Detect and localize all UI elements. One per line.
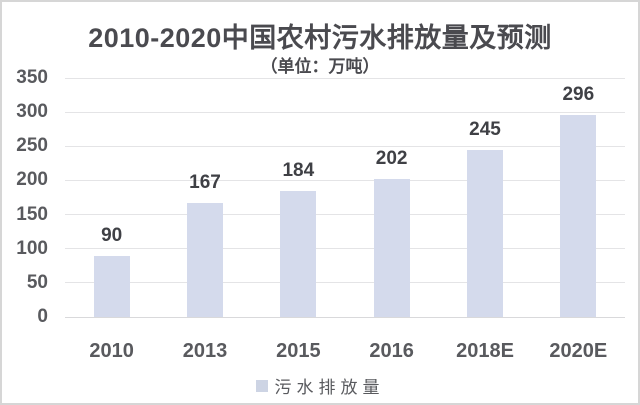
bar-2015 <box>280 191 317 317</box>
x-axis-label-2020E: 2020E <box>549 340 608 362</box>
bar-value-label-2010: 90 <box>101 224 123 246</box>
y-axis-tick-label-50: 50 <box>26 271 48 293</box>
gridline-50 <box>65 282 625 284</box>
bar-2020E <box>560 114 597 317</box>
y-axis-tick-label-350: 350 <box>16 67 48 88</box>
legend-series-label: 污水排放量 <box>274 378 385 397</box>
y-axis-tick-label-100: 100 <box>16 237 48 259</box>
x-axis-label-2018E: 2018E <box>456 340 514 362</box>
bar-2013 <box>187 202 223 317</box>
y-axis-tick-label-0: 0 <box>37 306 48 327</box>
x-axis-label-2015: 2015 <box>276 340 321 362</box>
chart-title: 2010-2020中国农村污水排放量及预测 <box>88 23 552 53</box>
bar-2018E <box>467 149 503 317</box>
gridline-0 <box>65 316 625 318</box>
gridline-100 <box>65 248 625 250</box>
x-axis-label-2010: 2010 <box>89 340 134 362</box>
bar-2016 <box>373 179 410 317</box>
plot-area: 90 167 184 202 245 296 <box>65 77 625 318</box>
y-axis-tick-label-200: 200 <box>16 169 48 191</box>
bar-value-label-2013: 167 <box>189 171 221 193</box>
y-axis-tick-label-250: 250 <box>16 135 48 157</box>
legend-swatch-icon <box>255 379 268 392</box>
bar-2010 <box>93 255 130 317</box>
gridline-150 <box>65 214 625 216</box>
x-axis-label-2016: 2016 <box>369 340 414 362</box>
legend: 污水排放量 <box>2 373 638 398</box>
gridline-350 <box>65 77 625 79</box>
bar-value-label-2016: 202 <box>375 148 408 170</box>
chart-subtitle: （单位：万吨） <box>260 57 380 76</box>
gridline-300 <box>65 111 625 113</box>
bar-value-label-2015: 184 <box>282 160 315 182</box>
x-axis-label-2013: 2013 <box>182 340 228 362</box>
y-axis-tick-label-150: 150 <box>16 203 48 225</box>
x-axis: 2010 2013 2015 2016 2018E 2020E <box>2 340 638 364</box>
bar-value-label-2018E: 245 <box>469 118 501 140</box>
bar-value-label-2020E: 296 <box>562 83 595 105</box>
gridline-250 <box>65 145 625 147</box>
gridline-200 <box>65 179 625 181</box>
y-axis-tick-label-300: 300 <box>16 101 48 123</box>
